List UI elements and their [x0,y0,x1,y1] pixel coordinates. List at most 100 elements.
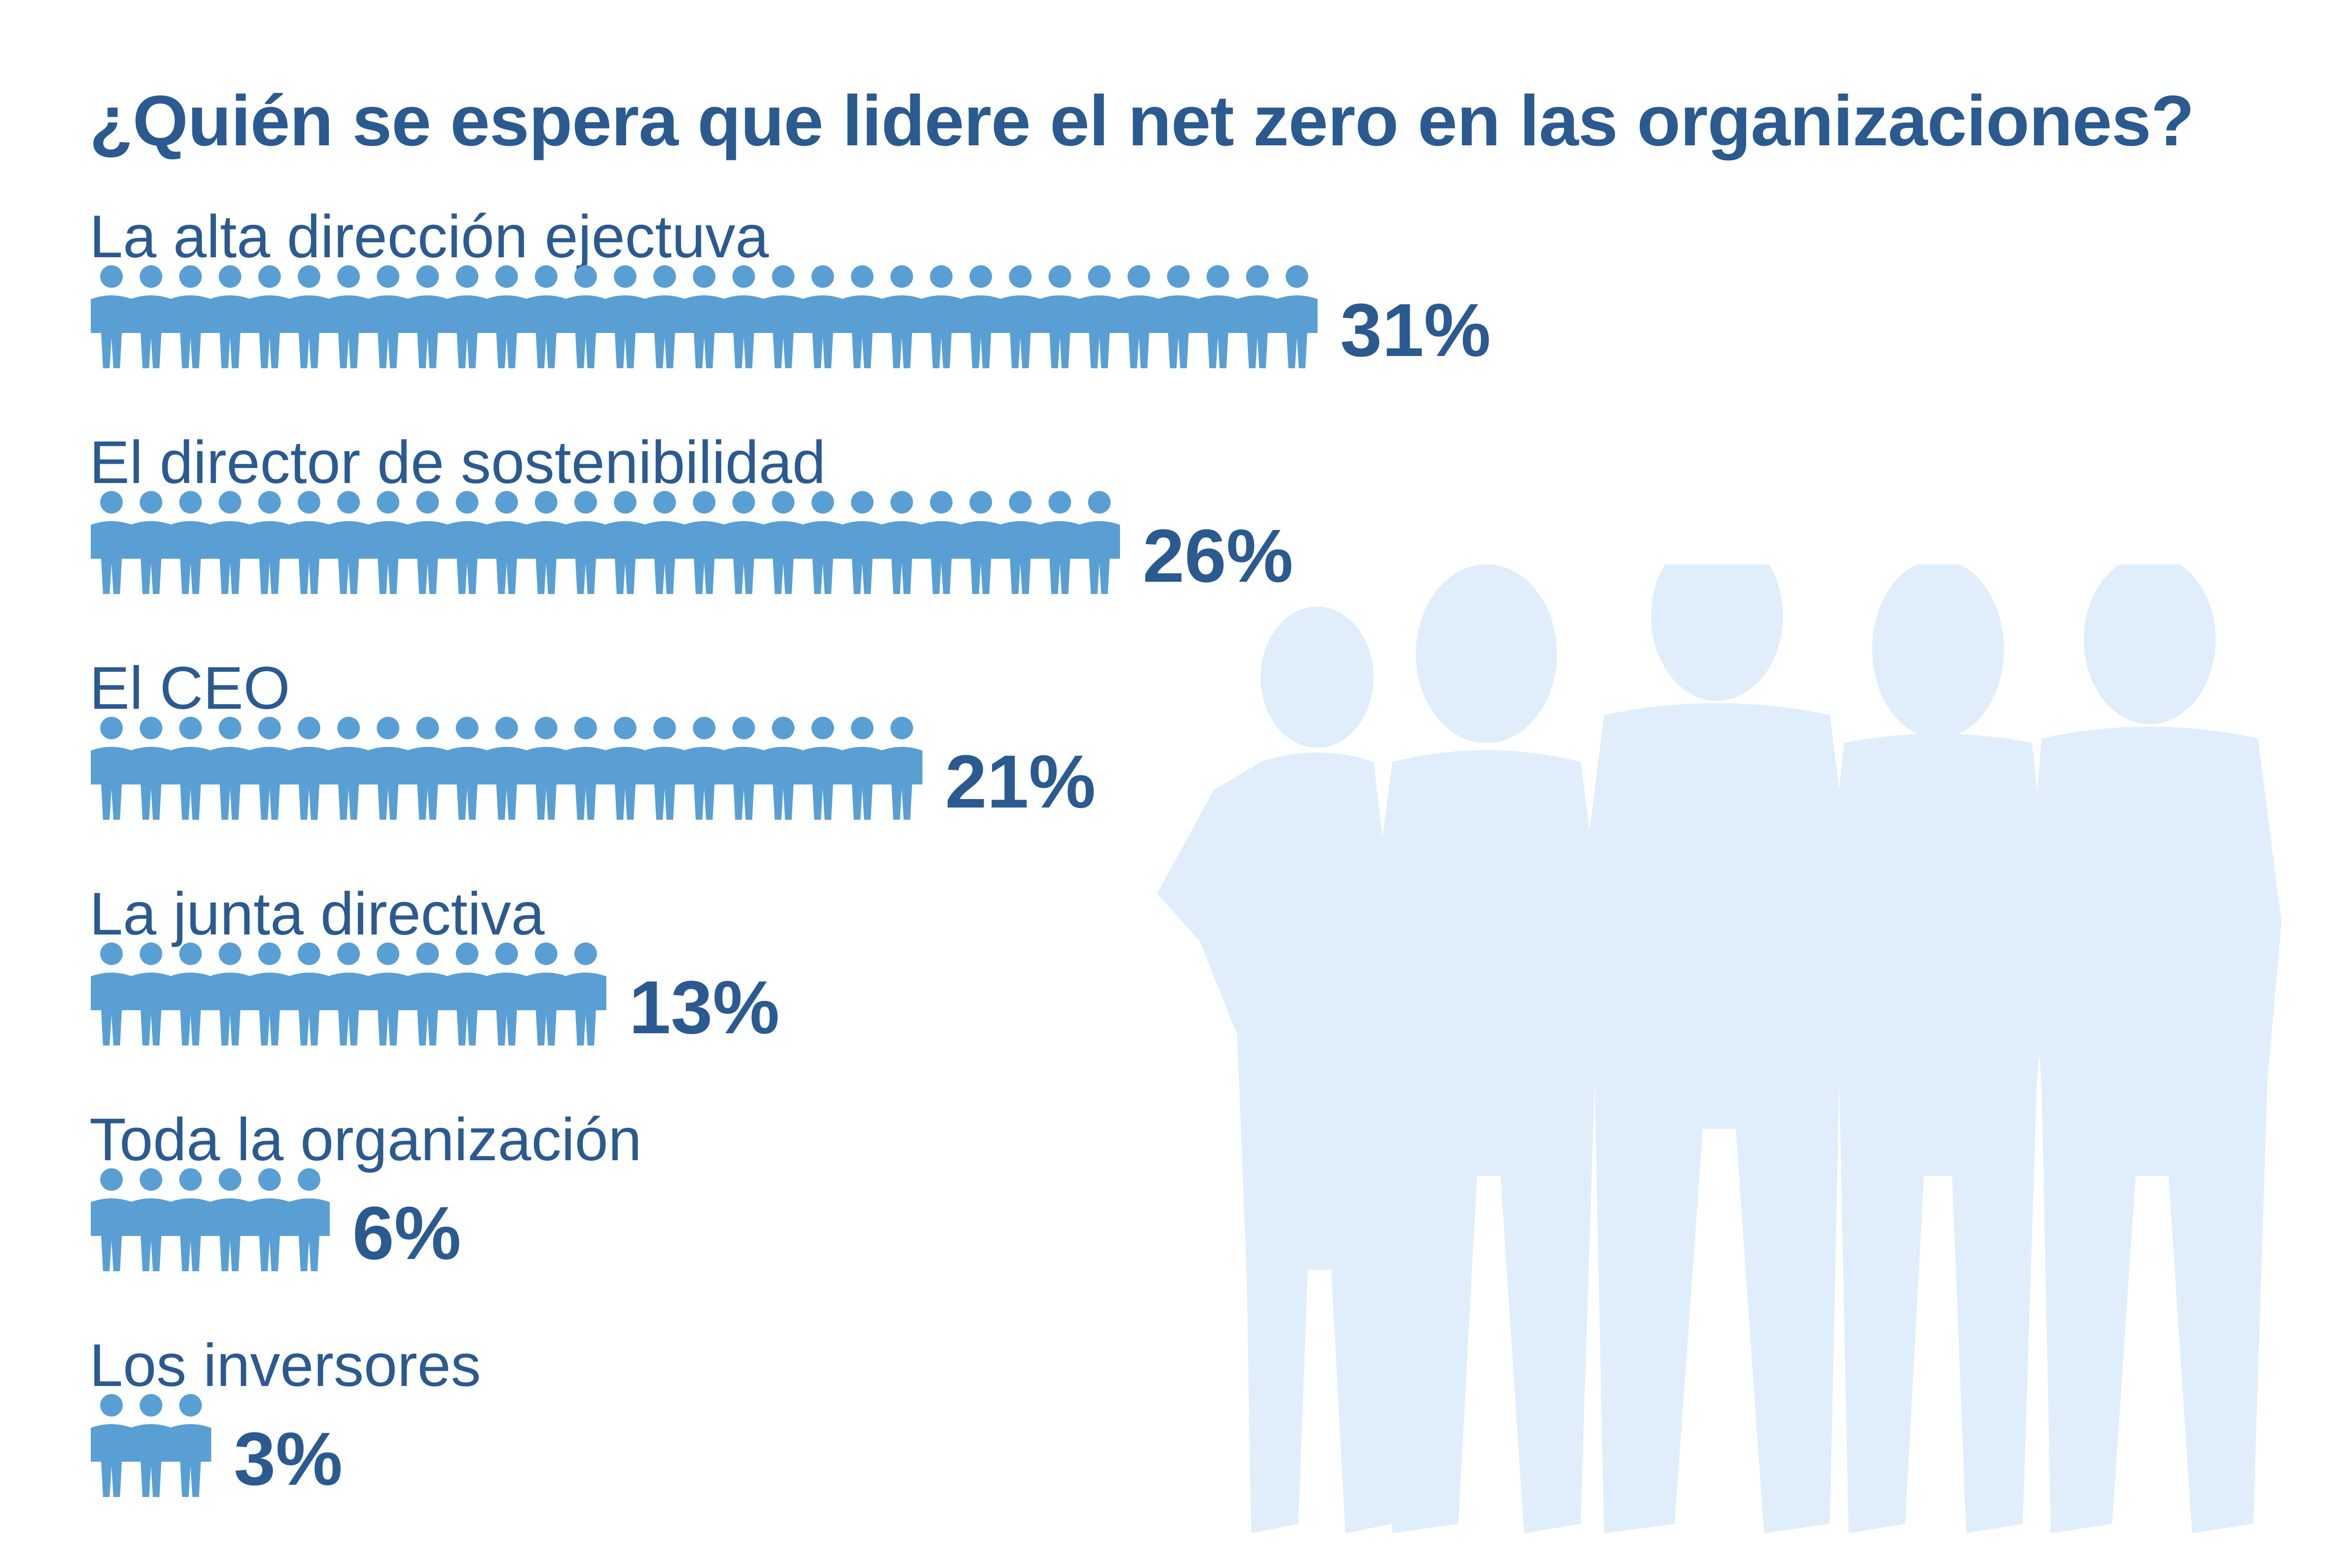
person-icon [1039,491,1081,594]
person-icon [960,265,1001,368]
person-icon [367,717,409,820]
person-icon [249,942,290,1045]
bar-mark [91,1394,211,1497]
value-label: 31% [1340,288,1491,372]
person-icon [170,491,211,594]
person-icon [604,491,646,594]
person-icon [525,491,567,594]
person-icon [130,1168,172,1271]
person-icon [525,717,567,820]
person-icon [486,491,527,594]
value-label: 3% [234,1417,343,1501]
person-icon [249,491,290,594]
person-icon [683,491,725,594]
person-icon [91,717,132,820]
value-label: 21% [945,739,1096,824]
person-icon [1158,265,1199,368]
person-icon [525,265,567,368]
person-icon [407,491,448,594]
person-icon [170,717,211,820]
chart-title: ¿Quién se espera que lidere el net zero … [89,81,2194,161]
person-icon [367,491,409,594]
person-icon [91,1394,132,1497]
value-label: 6% [352,1191,461,1275]
person-icon [130,942,172,1045]
person-icon [921,265,962,368]
person-icon [644,717,685,820]
person-icon [407,717,448,820]
person-icon [91,942,132,1045]
person-icon [1276,265,1318,368]
category-label: El director de sostenibilidad [89,429,826,496]
bar-mark [91,491,1120,594]
business-people-silhouette-icon [1157,564,2281,1533]
person-icon [170,1168,211,1271]
person-icon [723,265,764,368]
person-icon [407,265,448,368]
person-icon [446,717,488,820]
person-icon [288,491,330,594]
person-icon [881,717,922,820]
person-icon [723,717,764,820]
person-icon [328,265,369,368]
person-icon [486,942,527,1045]
person-icon [1079,265,1120,368]
category-label: Toda la organización [89,1106,642,1173]
person-icon [1237,265,1278,368]
person-icon [644,491,685,594]
person-icon [328,942,369,1045]
person-icon [486,717,527,820]
person-icon [249,1168,290,1271]
bar-mark [91,717,922,820]
person-icon [1000,265,1041,368]
bar-mark [91,265,1318,368]
person-icon [209,1168,251,1271]
person-icon [525,942,567,1045]
person-icon [407,942,448,1045]
person-icon [842,265,883,368]
person-icon [130,1394,172,1497]
person-icon [1079,491,1120,594]
category-label: La alta dirección ejectuva [89,203,769,270]
person-icon [763,717,804,820]
person-icon [683,717,725,820]
person-icon [802,717,843,820]
person-icon [565,717,606,820]
person-icon [130,265,172,368]
person-icon [170,265,211,368]
person-icon [288,717,330,820]
person-icon [170,1394,211,1497]
person-icon [130,717,172,820]
person-icon [565,265,606,368]
person-icon [209,942,251,1045]
person-icon [91,265,132,368]
person-icon [802,491,843,594]
person-icon [288,265,330,368]
person-icon [921,491,962,594]
person-icon [723,491,764,594]
person-icon [881,491,922,594]
person-icon [209,717,251,820]
person-icon [249,265,290,368]
person-icon [130,491,172,594]
person-icon [91,491,132,594]
person-icon [842,717,883,820]
person-icon [446,491,488,594]
person-icon [367,265,409,368]
person-icon [1197,265,1239,368]
person-icon [328,491,369,594]
person-icon [604,717,646,820]
person-icon [446,265,488,368]
person-icon [367,942,409,1045]
category-label: Los inversores [89,1332,481,1399]
value-label: 13% [629,965,780,1049]
person-icon [802,265,843,368]
person-icon [1118,265,1160,368]
person-icon [328,717,369,820]
person-icon [565,942,606,1045]
person-icon [842,491,883,594]
bar-mark [91,942,606,1045]
person-icon [486,265,527,368]
person-icon [1039,265,1081,368]
person-icon [209,491,251,594]
